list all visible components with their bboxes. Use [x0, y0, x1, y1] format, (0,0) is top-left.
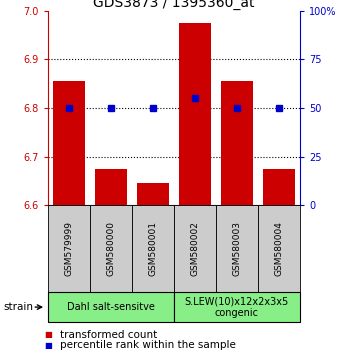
- Text: ■: ■: [44, 341, 52, 350]
- Bar: [179, 23, 211, 205]
- Bar: [221, 81, 253, 205]
- Text: GSM580002: GSM580002: [190, 221, 199, 276]
- Bar: [53, 81, 85, 205]
- Bar: [137, 183, 169, 205]
- Text: S.LEW(10)x12x2x3x5
congenic: S.LEW(10)x12x2x3x5 congenic: [185, 296, 289, 318]
- Bar: [263, 169, 295, 205]
- Bar: [95, 169, 127, 205]
- Text: GSM580003: GSM580003: [233, 221, 241, 276]
- Text: GSM580004: GSM580004: [275, 221, 284, 276]
- Text: strain: strain: [3, 302, 33, 312]
- Text: percentile rank within the sample: percentile rank within the sample: [60, 340, 236, 350]
- Title: GDS3873 / 1395360_at: GDS3873 / 1395360_at: [93, 0, 255, 10]
- Text: ■: ■: [44, 330, 52, 339]
- Text: GSM580000: GSM580000: [106, 221, 115, 276]
- Text: Dahl salt-sensitve: Dahl salt-sensitve: [67, 302, 155, 312]
- Text: GSM580001: GSM580001: [148, 221, 158, 276]
- Text: transformed count: transformed count: [60, 330, 157, 339]
- Text: GSM579999: GSM579999: [64, 221, 73, 276]
